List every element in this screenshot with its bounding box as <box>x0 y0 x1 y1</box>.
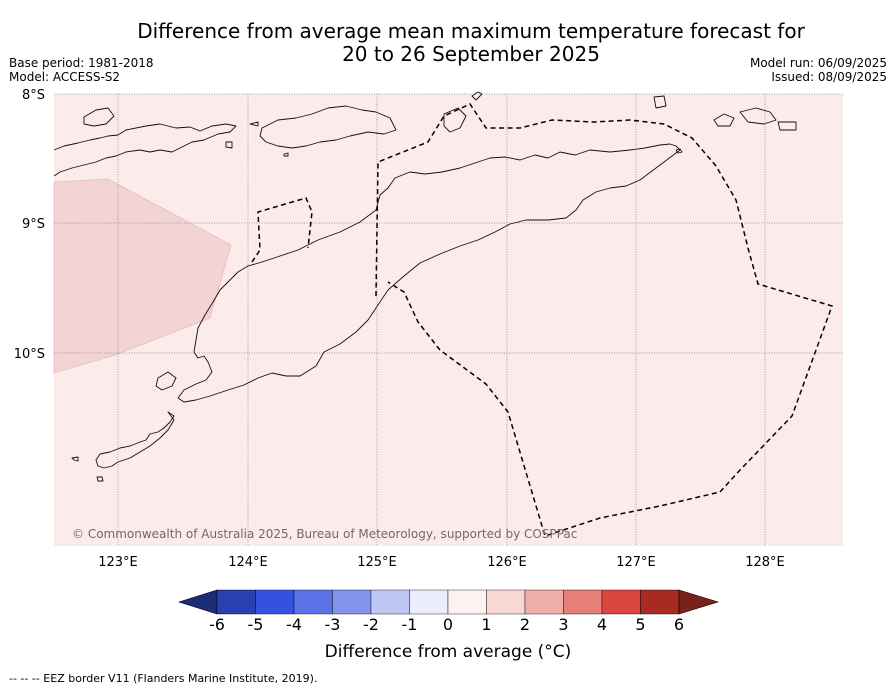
leti-coastline <box>653 95 667 109</box>
lat-labels: 8°S 9°S 10°S <box>14 88 45 362</box>
lon-label-128: 128°E <box>745 555 785 570</box>
wetar-islet <box>471 91 483 101</box>
islet-east <box>675 148 683 154</box>
meta-left: Base period: 1981-2018 Model: ACCESS-S2 <box>9 56 154 84</box>
meta-right: Model run: 06/09/2025 Issued: 08/09/2025 <box>750 56 887 84</box>
colorbar-segment <box>563 589 603 615</box>
lat-label-9: 9°S <box>22 217 45 232</box>
islet-north-3 <box>283 152 289 157</box>
issued-date: Issued: 08/09/2025 <box>771 70 887 84</box>
eez-border <box>251 103 833 537</box>
anomaly-patch <box>53 178 232 374</box>
lon-label-123: 123°E <box>98 555 138 570</box>
colorbar-tick-label: -3 <box>325 615 341 634</box>
eez-footnote: -- -- -- EEZ border V11 (Flanders Marine… <box>9 672 318 685</box>
colorbar-segment <box>409 589 449 615</box>
colorbar-segment <box>370 589 410 615</box>
eez-border-oecusse <box>251 197 313 263</box>
coastlines <box>53 91 797 482</box>
colorbar-segment <box>447 589 487 615</box>
title-line-2: 20 to 26 September 2025 <box>342 42 600 66</box>
lon-label-126: 126°E <box>487 555 527 570</box>
colorbar-tick-label: -6 <box>209 615 225 634</box>
colorbar-segment <box>332 589 372 615</box>
chart-title: Difference from average mean maximum tem… <box>0 20 896 66</box>
lat-label-10: 10°S <box>14 347 45 362</box>
pantar-coastline <box>83 107 115 127</box>
colorbar-segment <box>293 589 333 615</box>
colorbar-tick-label: 4 <box>597 615 607 634</box>
colorbar: -6 -5 -4 -3 -2 -1 0 1 2 3 4 5 6 <box>178 589 720 634</box>
colorbar-segment <box>216 589 256 615</box>
eez-border-main <box>375 103 833 537</box>
colorbar-tick-label: 2 <box>520 615 530 634</box>
colorbar-tick-label: 3 <box>558 615 568 634</box>
colorbar-tick-label: 5 <box>635 615 645 634</box>
atauro-coastline <box>443 107 467 133</box>
gridlines <box>54 93 843 546</box>
colorbar-tick-label: 1 <box>481 615 491 634</box>
colorbar-label: Difference from average (°C) <box>324 642 572 662</box>
lon-labels: 123°E 124°E 125°E 126°E 127°E 128°E <box>98 555 785 570</box>
colorbar-segment <box>524 589 564 615</box>
timor-coastline <box>177 143 681 403</box>
lon-label-124: 124°E <box>228 555 268 570</box>
title-line-1: Difference from average mean maximum tem… <box>137 19 805 43</box>
semau-coastline <box>155 371 177 391</box>
colorbar-tick-label: -5 <box>248 615 264 634</box>
luang-coastline <box>777 121 797 131</box>
moa-coastline <box>713 113 735 127</box>
colorbar-segment <box>601 589 641 615</box>
colorbar-tick-label: -1 <box>402 615 418 634</box>
lat-label-8: 8°S <box>22 88 45 103</box>
colorbar-tick-label: -4 <box>286 615 302 634</box>
model-name: Model: ACCESS-S2 <box>9 70 121 84</box>
colorbar-tick-label: -2 <box>363 615 379 634</box>
model-run: Model run: 06/09/2025 <box>749 56 887 70</box>
flores-coastline <box>53 123 237 177</box>
islet-rote-1 <box>71 456 79 462</box>
colorbar-tick-label: 6 <box>674 615 684 634</box>
colorbar-segment <box>640 589 680 615</box>
alor-coastline <box>259 105 397 149</box>
islet-north-1 <box>249 121 259 127</box>
colorbar-tick-label: 0 <box>443 615 453 634</box>
rote-coastline <box>95 411 175 469</box>
colorbar-segment <box>486 589 526 615</box>
islet-rote-2 <box>96 476 104 482</box>
islet-north-2 <box>225 141 233 149</box>
lakor-coastline <box>739 107 777 125</box>
base-period: Base period: 1981-2018 <box>9 56 154 70</box>
lon-label-125: 125°E <box>357 555 397 570</box>
colorbar-extend-high <box>678 589 720 615</box>
copyright-text: © Commonwealth of Australia 2025, Bureau… <box>72 527 577 541</box>
colorbar-extend-low <box>178 589 218 615</box>
colorbar-segment <box>255 589 295 615</box>
lon-label-127: 127°E <box>616 555 656 570</box>
